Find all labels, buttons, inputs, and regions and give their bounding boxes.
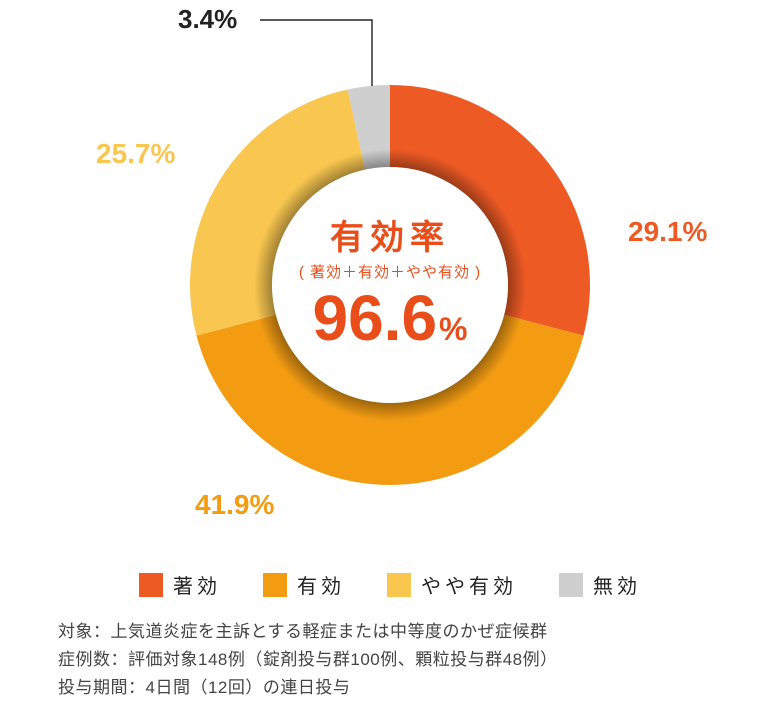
center-title: 有効率	[270, 210, 510, 259]
legend-item-2: やや有効	[387, 570, 517, 599]
legend-label-0: 著効	[173, 570, 221, 599]
footnote-line-1: 対象：上気道炎症を主訴とする軽症または中等度のかぜ症候群	[58, 618, 728, 646]
callout-line	[260, 20, 372, 86]
legend-swatch-1	[263, 573, 287, 597]
legend-label-2: やや有効	[421, 570, 517, 599]
center-value-number: 96.6	[312, 282, 437, 354]
legend-swatch-0	[139, 573, 163, 597]
legend-swatch-3	[559, 573, 583, 597]
center-value: 96.6%	[270, 286, 510, 350]
legend-label-1: 有効	[297, 570, 345, 599]
donut-center-text: 有効率 ( 著効＋有効＋やや有効 ) 96.6%	[270, 210, 510, 350]
footnotes: 対象：上気道炎症を主訴とする軽症または中等度のかぜ症候群 症例数：評価対象148…	[58, 618, 728, 702]
legend-swatch-2	[387, 573, 411, 597]
slice-label-3: 3.4%	[178, 4, 237, 35]
legend: 著効 有効 やや有効 無効	[0, 570, 780, 599]
center-subtitle: ( 著効＋有効＋やや有効 )	[270, 261, 510, 282]
footnote-line-3: 投与期間：4日間（12回）の連日投与	[58, 674, 728, 702]
legend-item-1: 有効	[263, 570, 345, 599]
legend-label-3: 無効	[593, 570, 641, 599]
donut-chart-area: 有効率 ( 著効＋有効＋やや有効 ) 96.6% 29.1% 41.9% 25.…	[0, 0, 780, 560]
center-percent-sign: %	[439, 311, 467, 347]
footnote-line-2: 症例数：評価対象148例（錠剤投与群100例、顆粒投与群48例）	[58, 646, 728, 674]
legend-item-0: 著効	[139, 570, 221, 599]
slice-label-2: 25.7%	[96, 138, 175, 170]
slice-label-0: 29.1%	[628, 216, 707, 248]
slice-label-1: 41.9%	[195, 489, 274, 521]
legend-item-3: 無効	[559, 570, 641, 599]
